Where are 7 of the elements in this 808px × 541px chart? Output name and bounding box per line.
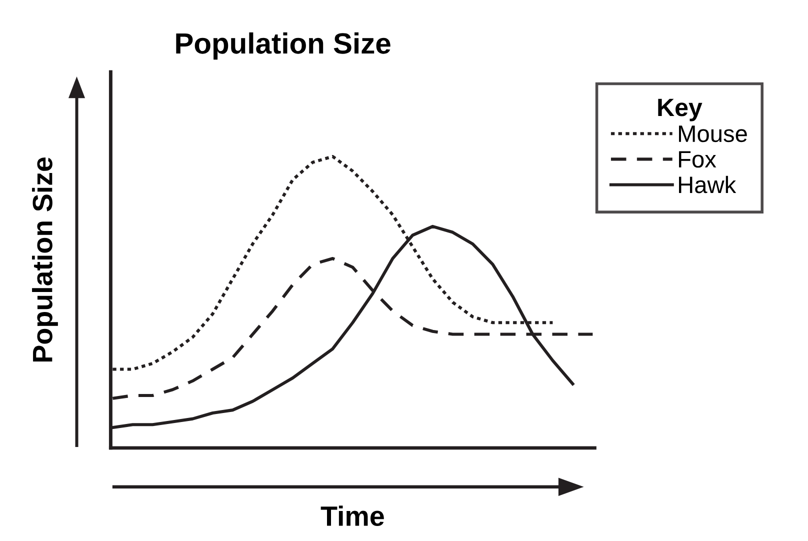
chart-title: Population Size <box>176 32 390 60</box>
legend-label: Fox <box>679 151 716 168</box>
legend-title: Key <box>658 98 702 122</box>
legend-label: Mouse <box>679 126 747 142</box>
y-axis-title: Population Size <box>32 157 58 362</box>
legend-label: Hawk <box>679 176 736 194</box>
x-axis-title: Time <box>320 506 384 526</box>
